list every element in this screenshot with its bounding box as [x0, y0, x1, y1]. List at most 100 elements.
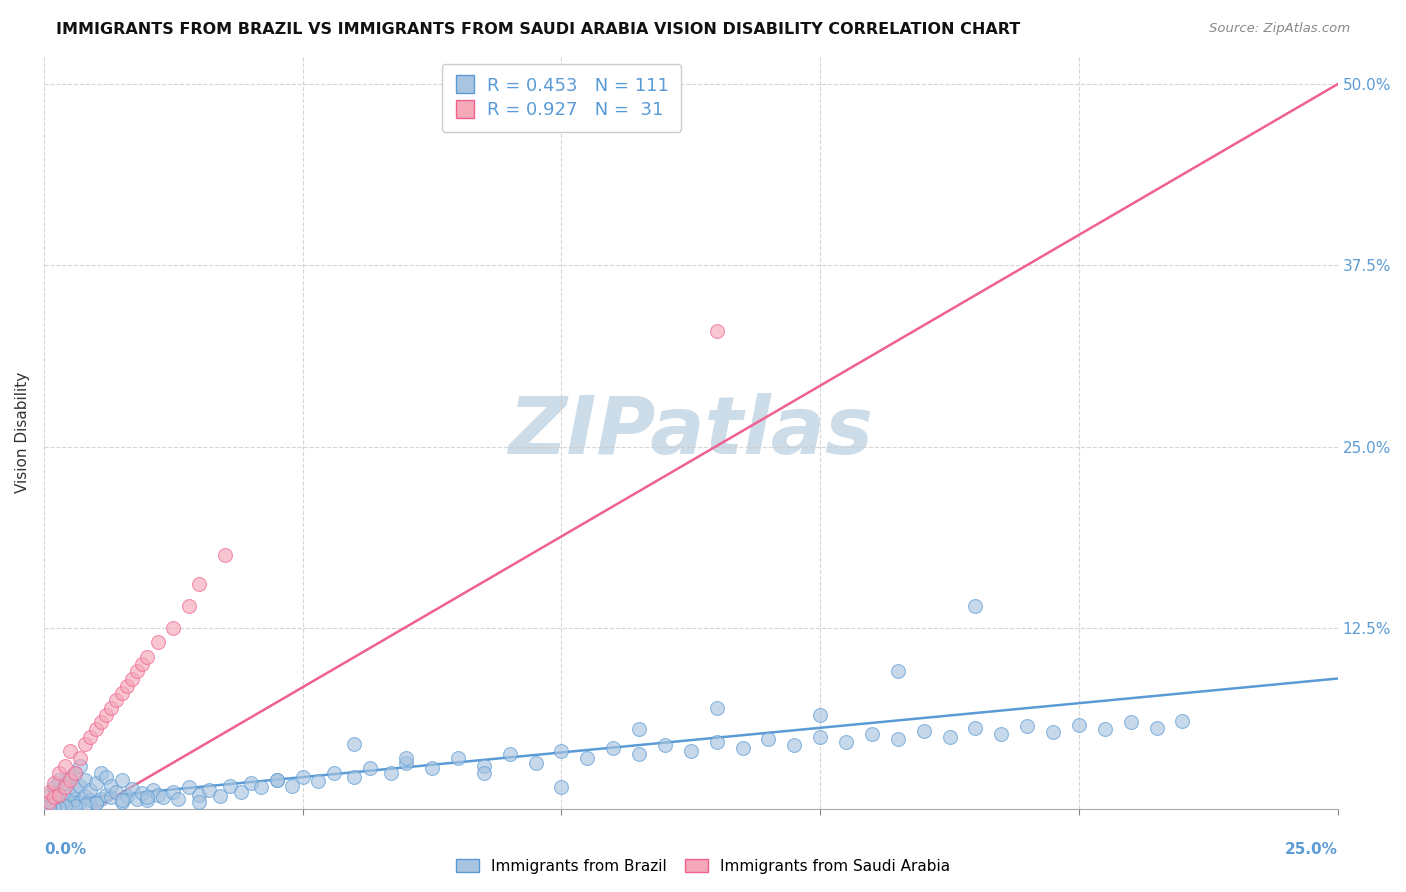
Point [121, 781, 143, 796]
Point [38, 784, 60, 798]
Point [44, 790, 66, 805]
Point [343, 770, 366, 784]
Point [125, 665, 148, 679]
Point [136, 649, 159, 664]
Point [835, 735, 858, 749]
Legend: Immigrants from Brazil, Immigrants from Saudi Arabia: Immigrants from Brazil, Immigrants from … [450, 853, 956, 880]
Point [1146, 721, 1168, 735]
Point [420, 761, 443, 775]
Point [53, 799, 76, 814]
Point [59, 744, 82, 758]
Point [188, 795, 211, 809]
Point [1094, 723, 1116, 737]
Point [94, 788, 117, 802]
Point [395, 751, 418, 765]
Point [48, 790, 70, 805]
Y-axis label: Vision Disability: Vision Disability [15, 371, 30, 492]
Point [53, 776, 76, 790]
Point [110, 686, 132, 700]
Point [115, 789, 138, 803]
Point [188, 788, 211, 802]
Point [679, 744, 702, 758]
Point [706, 700, 728, 714]
Point [115, 679, 138, 693]
Point [146, 635, 169, 649]
Point [69, 795, 91, 809]
Point [602, 741, 624, 756]
Point [59, 772, 82, 787]
Point [177, 780, 200, 795]
Point [110, 793, 132, 807]
Point [706, 735, 728, 749]
Point [63, 799, 86, 814]
Point [48, 772, 70, 787]
Point [627, 723, 650, 737]
Point [576, 751, 599, 765]
Point [359, 761, 381, 775]
Point [84, 723, 107, 737]
Point [146, 788, 169, 802]
Point [965, 721, 987, 735]
Point [887, 732, 910, 747]
Point [167, 792, 190, 806]
Point [472, 758, 495, 772]
Point [84, 796, 107, 810]
Point [44, 800, 66, 814]
Point [69, 751, 91, 765]
Point [121, 672, 143, 686]
Point [105, 693, 128, 707]
Text: 0.0%: 0.0% [44, 842, 86, 856]
Point [38, 788, 60, 802]
Point [136, 790, 159, 805]
Point [75, 797, 97, 812]
Point [84, 796, 107, 810]
Point [307, 774, 329, 789]
Point [706, 324, 728, 338]
Point [44, 797, 66, 812]
Point [53, 758, 76, 772]
Point [808, 730, 831, 744]
Point [105, 784, 128, 798]
Point [63, 765, 86, 780]
Point [808, 707, 831, 722]
Point [783, 738, 806, 752]
Point [125, 792, 148, 806]
Point [291, 770, 314, 784]
Point [550, 744, 572, 758]
Point [136, 793, 159, 807]
Point [59, 796, 82, 810]
Point [281, 779, 304, 793]
Point [48, 784, 70, 798]
Point [250, 780, 273, 795]
Point [1067, 718, 1090, 732]
Point [912, 723, 935, 738]
Point [188, 577, 211, 591]
Point [75, 789, 97, 803]
Point [59, 770, 82, 784]
Point [208, 789, 231, 803]
Point [198, 783, 221, 797]
Point [48, 765, 70, 780]
Point [79, 793, 101, 807]
Point [343, 737, 366, 751]
Point [79, 783, 101, 797]
Point [1042, 725, 1064, 739]
Point [69, 758, 91, 772]
Point [654, 738, 676, 752]
Legend: R = 0.453   N = 111, R = 0.927   N =  31: R = 0.453 N = 111, R = 0.927 N = 31 [441, 64, 682, 132]
Point [1119, 714, 1142, 729]
Point [48, 800, 70, 814]
Text: ZIPatlas: ZIPatlas [508, 393, 873, 471]
Point [48, 788, 70, 802]
Point [110, 795, 132, 809]
Point [69, 779, 91, 793]
Point [152, 790, 174, 805]
Point [758, 732, 780, 747]
Point [53, 793, 76, 807]
Point [44, 776, 66, 790]
Text: 25.0%: 25.0% [1285, 842, 1337, 856]
Point [731, 741, 754, 756]
Point [219, 779, 242, 793]
Point [1017, 719, 1039, 733]
Text: IMMIGRANTS FROM BRAZIL VS IMMIGRANTS FROM SAUDI ARABIA VISION DISABILITY CORRELA: IMMIGRANTS FROM BRAZIL VS IMMIGRANTS FRO… [56, 22, 1021, 37]
